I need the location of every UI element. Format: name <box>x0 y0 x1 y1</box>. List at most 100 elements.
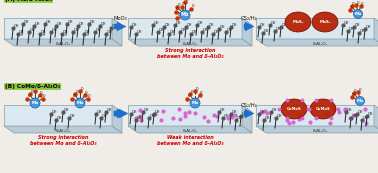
Text: OH: OH <box>90 20 95 24</box>
Text: O: O <box>192 4 194 8</box>
Text: O: O <box>88 94 91 98</box>
Polygon shape <box>112 105 122 133</box>
Text: OH: OH <box>96 28 101 32</box>
Text: OH: OH <box>112 24 117 28</box>
Text: OH: OH <box>132 23 137 27</box>
FancyArrow shape <box>244 22 254 31</box>
Text: (A) Mo/δ-Al₂O₃: (A) Mo/δ-Al₂O₃ <box>5 0 52 2</box>
Polygon shape <box>128 105 242 126</box>
Text: O: O <box>361 2 364 6</box>
Text: O: O <box>200 91 202 95</box>
Text: OH: OH <box>35 22 40 26</box>
Text: OH: OH <box>347 108 352 112</box>
Text: OH: OH <box>223 114 229 118</box>
Text: O: O <box>187 94 190 98</box>
Text: OH: OH <box>209 23 214 27</box>
Text: OH: OH <box>359 29 365 33</box>
Text: OH: OH <box>282 23 287 27</box>
Text: CS₂/H₂: CS₂/H₂ <box>241 16 257 20</box>
Text: OH: OH <box>144 108 149 112</box>
Text: O: O <box>73 94 75 98</box>
Polygon shape <box>256 126 378 133</box>
Text: CS₂/H₂: CS₂/H₂ <box>241 102 257 107</box>
Text: OH: OH <box>276 27 281 31</box>
Text: OH: OH <box>132 110 137 114</box>
Polygon shape <box>256 105 374 126</box>
Polygon shape <box>242 105 252 133</box>
FancyArrow shape <box>114 109 128 118</box>
Text: OH: OH <box>260 110 265 114</box>
Text: Mo: Mo <box>181 12 189 17</box>
Text: OH: OH <box>57 116 62 120</box>
Polygon shape <box>256 18 374 39</box>
Text: OH: OH <box>214 30 219 34</box>
Text: δ-Al₂O₃: δ-Al₂O₃ <box>55 42 71 46</box>
Text: OH: OH <box>232 23 237 27</box>
Text: OH: OH <box>153 21 159 25</box>
Text: OH: OH <box>220 108 225 112</box>
Text: OH: OH <box>187 23 192 27</box>
Text: Weak interaction
between Mo and δ-Al₂O₃: Weak interaction between Mo and δ-Al₂O₃ <box>157 135 223 146</box>
Text: O: O <box>36 87 38 91</box>
Text: OH: OH <box>226 28 232 32</box>
Text: OH: OH <box>19 30 24 34</box>
Text: Mo: Mo <box>31 101 39 105</box>
Text: OH: OH <box>51 110 57 114</box>
Ellipse shape <box>281 99 307 119</box>
Text: OH: OH <box>136 30 142 34</box>
Text: OH: OH <box>265 116 270 120</box>
Polygon shape <box>4 105 112 126</box>
Ellipse shape <box>312 12 338 32</box>
Text: OH: OH <box>363 116 368 120</box>
Text: CoMoS: CoMoS <box>287 107 301 111</box>
Text: Strong interaction
between Mo and δ-Al₂O₃: Strong interaction between Mo and δ-Al₂O… <box>157 48 223 59</box>
Text: OH: OH <box>260 23 265 27</box>
Text: OH: OH <box>136 116 142 120</box>
Text: OH: OH <box>107 30 112 34</box>
Text: OH: OH <box>41 30 46 34</box>
Text: OH: OH <box>271 108 277 112</box>
Text: δ-Al₂O₃: δ-Al₂O₃ <box>182 42 198 46</box>
Circle shape <box>30 98 40 108</box>
Polygon shape <box>256 39 378 46</box>
Text: OH: OH <box>52 28 57 32</box>
Text: OH: OH <box>68 20 73 24</box>
Text: OH: OH <box>232 110 237 114</box>
Text: O: O <box>195 87 198 91</box>
Text: O: O <box>75 90 78 94</box>
Text: Mo: Mo <box>76 101 84 105</box>
Text: OH: OH <box>150 114 155 118</box>
Text: Mo: Mo <box>354 12 362 16</box>
Text: O: O <box>85 91 87 95</box>
Ellipse shape <box>285 12 311 32</box>
Text: OH: OH <box>63 30 68 34</box>
Text: O: O <box>359 88 361 92</box>
Text: δ-Al₂O₃: δ-Al₂O₃ <box>312 42 328 46</box>
Text: OH: OH <box>358 110 363 114</box>
Text: OH: OH <box>70 114 75 118</box>
Text: OH: OH <box>14 24 19 28</box>
Circle shape <box>190 98 200 108</box>
Polygon shape <box>4 39 122 46</box>
Circle shape <box>75 98 85 108</box>
Text: OH: OH <box>355 23 360 27</box>
Text: OH: OH <box>102 114 107 118</box>
Text: O: O <box>28 94 30 98</box>
Polygon shape <box>374 105 378 133</box>
Text: OH: OH <box>220 25 225 29</box>
Text: OH: OH <box>198 21 203 25</box>
Text: OH: OH <box>85 30 90 34</box>
Polygon shape <box>4 18 112 39</box>
Text: OH: OH <box>352 114 357 118</box>
Polygon shape <box>128 39 252 46</box>
Text: OH: OH <box>170 30 175 34</box>
Text: O: O <box>43 94 46 98</box>
Text: OH: OH <box>367 112 373 116</box>
Circle shape <box>353 10 363 19</box>
FancyArrow shape <box>114 22 126 31</box>
Text: MoS₂: MoS₂ <box>292 20 304 24</box>
Text: OH: OH <box>181 28 186 32</box>
Text: OH: OH <box>155 110 160 114</box>
Text: OH: OH <box>96 110 102 114</box>
Text: δ-Al₂O₃: δ-Al₂O₃ <box>55 129 71 133</box>
